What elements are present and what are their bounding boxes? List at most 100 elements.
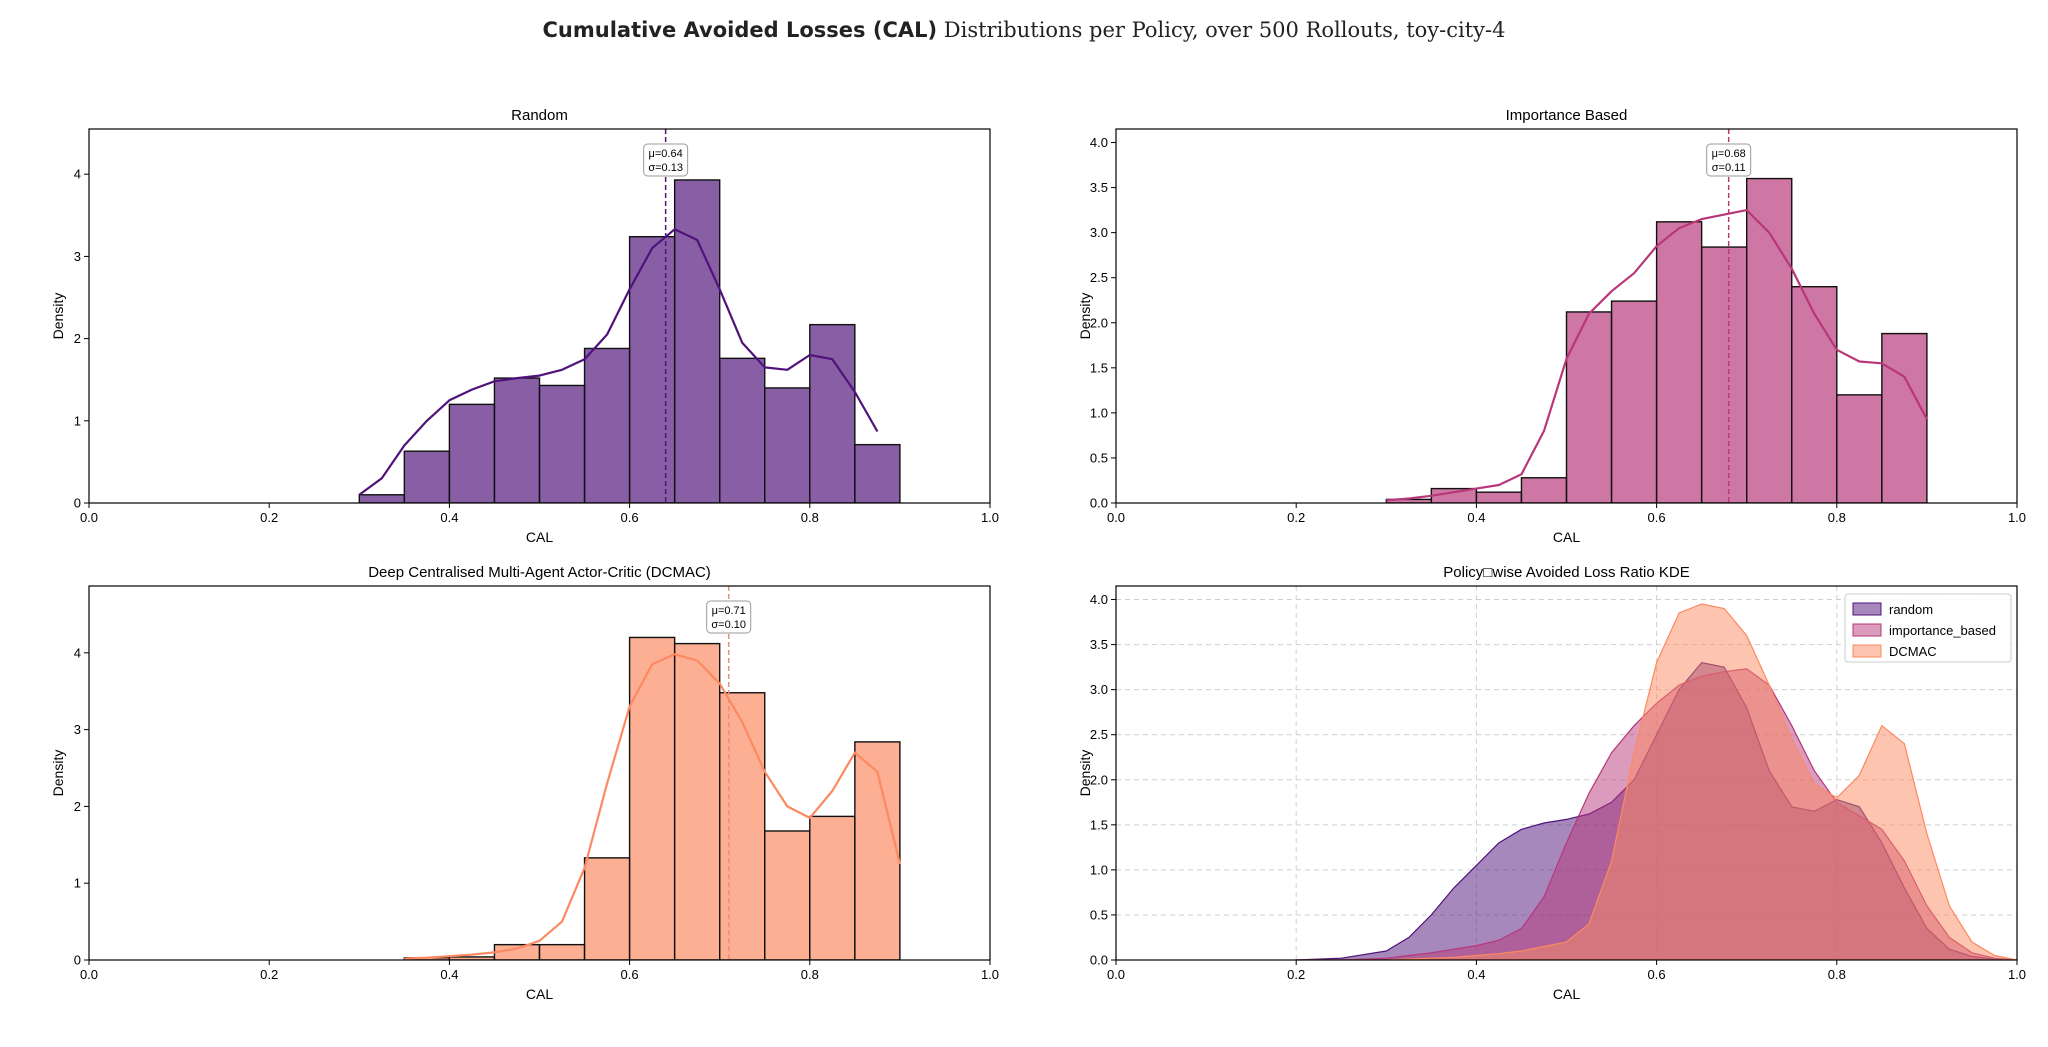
histogram-bar: [403, 450, 451, 503]
x-tick-label: 0.4: [440, 510, 458, 525]
y-tick-label: 2.0: [1090, 315, 1108, 330]
x-tick-label: 0.8: [1828, 967, 1846, 982]
histogram-bar: [448, 403, 496, 503]
kde-line: [1386, 209, 1928, 502]
x-tick-label: 0.6: [621, 510, 639, 525]
subplot-title: Random: [511, 107, 568, 124]
histogram-bar: [628, 636, 676, 960]
legend-label-importance_based: importance_based: [1889, 623, 1996, 638]
histogram-bar: [1565, 311, 1613, 503]
axes-frame: [1115, 585, 2018, 961]
histogram-bar: [764, 830, 811, 960]
legend-label-random: random: [1889, 602, 1933, 617]
x-tick-label: 1.0: [981, 510, 999, 525]
y-tick-label: 4: [74, 167, 81, 182]
y-tick-label: 1.0: [1090, 862, 1108, 877]
legend-swatch-random: [1852, 602, 1882, 616]
stats-annotation-mean: μ=0.71: [712, 605, 746, 617]
x-tick-label: 0.8: [801, 967, 819, 982]
y-tick-label: 3.5: [1090, 637, 1108, 652]
x-tick-label: 0.2: [1287, 967, 1305, 982]
x-axis-label: CAL: [1553, 529, 1580, 545]
x-axis-label: CAL: [526, 986, 553, 1002]
plot-area: [1385, 129, 1928, 503]
histogram-bar: [583, 857, 631, 960]
y-tick-label: 1.5: [1090, 360, 1108, 375]
x-tick-label: 0.0: [80, 510, 98, 525]
x-tick-label: 1.0: [2008, 510, 2026, 525]
stats-annotation-mean: μ=0.68: [1712, 148, 1746, 160]
histogram-bar: [1836, 394, 1883, 503]
subplot-1: μ=0.64 σ=0.13 0.0 0.2 0.4 0.6 0.8 1.0 0 1 2 3 4 Rando…: [50, 107, 999, 545]
x-tick-label: 0.0: [80, 967, 98, 982]
y-tick-label: 1: [74, 876, 81, 891]
x-axis-label: CAL: [1553, 986, 1580, 1002]
y-axis-label: Density: [50, 293, 66, 340]
y-tick-label: 0.0: [1090, 953, 1108, 968]
y-tick-label: 1.0: [1090, 405, 1108, 420]
histogram-bar: [809, 323, 856, 503]
y-tick-label: 4.0: [1090, 135, 1108, 150]
y-tick-label: 0: [74, 953, 81, 968]
kde-area-DCMAC: [1296, 603, 2017, 960]
y-tick-label: 2: [74, 799, 81, 814]
figure-title-bold: Cumulative Avoided Losses (CAL): [542, 18, 938, 42]
y-tick-label: 3.5: [1090, 180, 1108, 195]
x-axis-label: CAL: [526, 529, 553, 545]
x-tick-label: 0.0: [1107, 967, 1125, 982]
histogram-bar: [1745, 177, 1793, 503]
stats-annotation-mean: μ=0.64: [649, 148, 683, 160]
plot-area: [358, 129, 901, 503]
subplot-4: random importance_based DCMAC 0.0 0.2 0.4 0.6 0…: [1077, 564, 2026, 1002]
subplot-3: μ=0.71 σ=0.10 0.0 0.2 0.4 0.6 0.8 1.0 0 1 2 3 4 Deep …: [50, 564, 999, 1002]
subplot-title: Deep Centralised Multi-Agent Actor-Criti…: [368, 564, 711, 581]
histogram-bar: [493, 943, 541, 960]
x-tick-label: 0.4: [440, 967, 458, 982]
subplot-title: Policy□wise Avoided Loss Ratio KDE: [1443, 564, 1689, 581]
plot-area: [1116, 586, 2017, 960]
histogram-bar: [1655, 221, 1703, 503]
x-tick-label: 0.6: [1648, 510, 1666, 525]
y-tick-label: 1.5: [1090, 817, 1108, 832]
y-tick-label: 4: [74, 645, 81, 660]
stats-annotation-std: σ=0.10: [711, 619, 746, 631]
axes-frame: [1115, 128, 2018, 504]
histogram-bar: [1610, 300, 1658, 503]
x-tick-label: 1.0: [2008, 967, 2026, 982]
axes-frame: [88, 128, 991, 504]
x-tick-label: 0.6: [621, 967, 639, 982]
histogram-bar: [854, 443, 901, 503]
figure-title-rest: Distributions per Policy, over 500 Rollo…: [943, 18, 1506, 42]
histogram-bar: [719, 357, 766, 503]
x-tick-label: 0.8: [1828, 510, 1846, 525]
histogram-bar: [493, 377, 541, 503]
y-tick-label: 3.0: [1090, 225, 1108, 240]
y-tick-label: 2: [74, 331, 81, 346]
x-tick-label: 0.2: [260, 967, 278, 982]
kde-line: [404, 653, 901, 960]
legend-frame: [1844, 593, 2012, 663]
x-tick-label: 0.4: [1467, 967, 1485, 982]
histogram-bar: [673, 179, 721, 503]
histogram-bar: [628, 235, 676, 503]
y-tick-label: 2.0: [1090, 772, 1108, 787]
y-tick-label: 4.0: [1090, 592, 1108, 607]
stats-annotation-box: [643, 143, 689, 177]
x-tick-label: 0.4: [1467, 510, 1485, 525]
y-tick-label: 3: [74, 722, 81, 737]
histogram-bar: [358, 494, 406, 503]
histogram-bar: [764, 387, 811, 503]
stats-annotation-box: [1706, 143, 1752, 177]
legend-label-DCMAC: DCMAC: [1889, 644, 1937, 659]
figure-title: Cumulative Avoided Losses (CAL) Distribu…: [0, 18, 2048, 42]
histogram-bar: [1475, 491, 1523, 503]
x-tick-label: 0.0: [1107, 510, 1125, 525]
x-tick-label: 0.6: [1648, 967, 1666, 982]
histogram-bar: [1881, 332, 1928, 503]
y-tick-label: 3: [74, 249, 81, 264]
histogram-bar: [1520, 477, 1568, 503]
legend: random importance_based DCMAC: [1844, 593, 2012, 663]
x-tick-label: 0.8: [801, 510, 819, 525]
stats-annotation-std: σ=0.11: [1712, 162, 1746, 174]
